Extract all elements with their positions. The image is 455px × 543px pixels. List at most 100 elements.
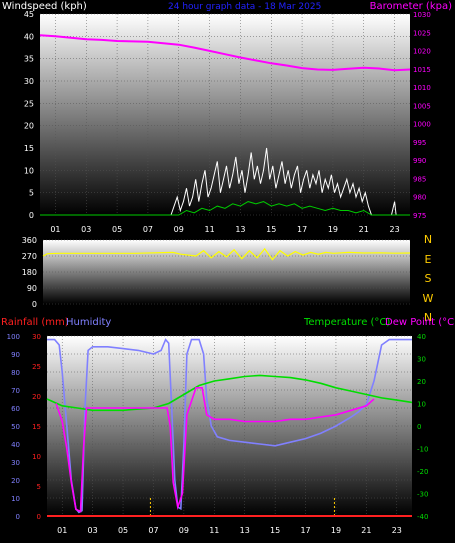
windspeed-tick-label: 5 (29, 189, 34, 198)
barometer-tick-label: 995 (413, 139, 426, 147)
temperature-tick-label: -10 (417, 446, 428, 454)
dew-point-axis-label: Dew Point (°C) (385, 317, 455, 328)
compass-label: N (424, 311, 432, 324)
x-tick-label: 01 (50, 225, 60, 234)
direction-tick-label: 360 (22, 236, 37, 245)
compass-label: W (423, 292, 434, 305)
barometer-tick-label: 1000 (413, 121, 431, 129)
barometer-line (39, 34, 411, 72)
x-tick-label: 13 (235, 225, 245, 234)
humidity-tick-label: 10 (11, 495, 20, 503)
temperature-tick-label: -30 (417, 491, 428, 499)
wind-direction-grid (43, 239, 410, 305)
x-tick-label: 15 (270, 526, 280, 535)
direction-tick-label: 180 (22, 268, 37, 277)
x-tick-label: 11 (209, 526, 219, 535)
windspeed-tick-label: 10 (24, 166, 34, 175)
chart-title: 24 hour graph data - 18 Mar 2025 (168, 2, 321, 12)
wind-pressure-x-tick-labels: 01 03 05 07 09 11 13 15 17 19 21 23 (50, 225, 399, 234)
temperature-tick-label: 0 (417, 423, 421, 431)
temperature-tick-label: 40 (417, 333, 426, 341)
x-tick-label: 05 (112, 225, 122, 234)
direction-tick-label: 90 (27, 284, 37, 293)
humidity-tick-label: 40 (11, 441, 20, 449)
x-tick-label: 07 (143, 225, 153, 234)
barometer-tick-label: 985 (413, 175, 426, 183)
windspeed-tick-labels: 0 5 10 15 20 25 30 35 40 45 (24, 10, 34, 220)
rainfall-tick-label: 10 (32, 453, 41, 461)
barometer-tick-label: 1020 (413, 48, 431, 56)
temperature-axis-label: Temperature (°C) (303, 317, 390, 328)
barometer-tick-label: 1005 (413, 102, 431, 110)
wind-pressure-plot-area (40, 14, 410, 215)
humidity-tick-label: 80 (11, 369, 20, 377)
humidity-axis-label: Humidity (66, 317, 111, 328)
barometer-tick-label: 975 (413, 212, 426, 220)
direction-tick-label: 0 (32, 300, 37, 309)
wind-direction-tick-labels: 0 90 180 270 360 (22, 236, 37, 309)
rainfall-tick-label: 15 (32, 423, 41, 431)
x-tick-label: 01 (57, 526, 67, 535)
humidity-tick-label: 50 (11, 423, 20, 431)
temperature-tick-label: 20 (417, 378, 426, 386)
x-tick-label: 07 (148, 526, 158, 535)
rainfall-axis-label: Rainfall (mm) (1, 317, 69, 328)
temperature-line (46, 374, 413, 412)
barometer-tick-label: 1010 (413, 84, 431, 92)
temperature-tick-label: 10 (417, 401, 426, 409)
windspeed-tick-label: 25 (24, 99, 34, 108)
barometer-tick-label: 1015 (413, 66, 431, 74)
humidity-tick-labels: 0 10 20 30 40 50 60 70 80 90 100 (7, 333, 20, 521)
x-tick-label: 03 (81, 225, 91, 234)
x-tick-label: 05 (118, 526, 128, 535)
windspeed-tick-label: 35 (24, 55, 34, 64)
wind-pressure-series (39, 34, 411, 216)
barometer-tick-label: 1025 (413, 29, 431, 37)
wind-direction-series (42, 247, 411, 261)
humidity-tick-label: 100 (7, 333, 20, 341)
humidity-tick-label: 30 (11, 459, 20, 467)
humidity-tick-label: 0 (16, 513, 20, 521)
rainfall-tick-label: 0 (37, 513, 41, 521)
x-tick-label: 17 (300, 526, 310, 535)
dew-point-line (55, 387, 375, 513)
barometer-tick-labels: 975 980 985 990 995 1000 1005 1010 1015 1020 1025 1… (413, 11, 431, 220)
wind-direction-line (42, 247, 411, 261)
x-tick-label: 19 (328, 225, 338, 234)
compass-label: S (425, 272, 432, 285)
temp-hum-rain-series (46, 338, 413, 517)
x-tick-label: 23 (389, 225, 399, 234)
windspeed-tick-label: 15 (24, 144, 34, 153)
x-tick-label: 21 (359, 225, 369, 234)
barometer-axis-label: Barometer (kpa) (370, 1, 452, 12)
wind-average-line (40, 201, 410, 216)
rainfall-tick-labels: 0 5 10 15 20 25 30 (32, 333, 41, 521)
windspeed-axis-label: Windspeed (kph) (2, 1, 87, 12)
wind-pressure-grid (40, 13, 410, 216)
barometer-tick-label: 1030 (413, 11, 431, 19)
windspeed-tick-label: 30 (24, 77, 34, 86)
x-tick-label: 09 (179, 526, 189, 535)
x-tick-label: 11 (204, 225, 214, 234)
humidity-tick-label: 60 (11, 405, 20, 413)
x-tick-label: 13 (240, 526, 250, 535)
x-tick-label: 19 (331, 526, 341, 535)
windspeed-tick-label: 45 (24, 10, 34, 19)
rainfall-tick-label: 30 (32, 333, 41, 341)
rainfall-tick-label: 20 (32, 393, 41, 401)
temperature-tick-label: 30 (417, 356, 426, 364)
x-tick-label: 03 (88, 526, 98, 535)
temp-hum-rain-x-tick-labels: 01 03 05 07 09 11 13 15 17 19 21 23 (57, 526, 402, 535)
barometer-tick-label: 990 (413, 157, 426, 165)
windspeed-tick-label: 0 (29, 211, 34, 220)
rainfall-tick-label: 5 (37, 483, 41, 491)
temperature-tick-label: -20 (417, 468, 428, 476)
temperature-tick-labels: -40 -30 -20 -10 0 10 20 30 40 (417, 333, 428, 521)
x-tick-label: 09 (174, 225, 184, 234)
x-tick-label: 21 (361, 526, 371, 535)
direction-tick-label: 270 (22, 252, 37, 261)
